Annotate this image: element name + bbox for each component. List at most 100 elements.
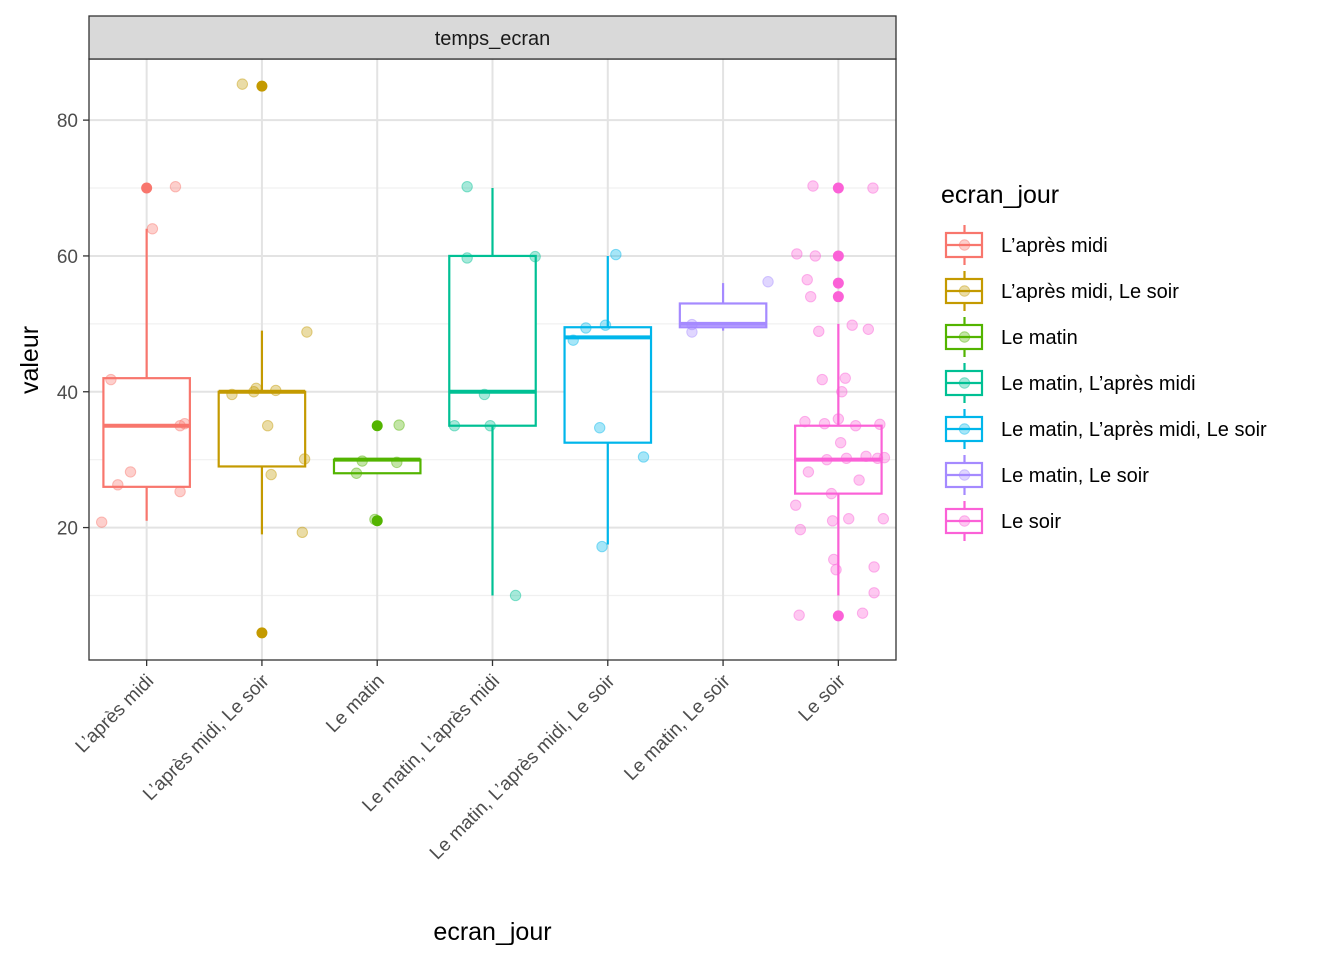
outlier-point — [832, 250, 844, 262]
jitter-point — [484, 420, 496, 432]
legend-label: L’après midi — [1001, 235, 1108, 257]
jitter-point — [836, 386, 848, 398]
x-axis-title: ecran_jour — [433, 918, 551, 946]
box-body — [448, 254, 537, 427]
jitter-point — [877, 513, 890, 525]
jitter-point — [794, 523, 807, 536]
legend-key-point — [958, 423, 971, 435]
box-body — [332, 458, 422, 475]
jitter-point — [236, 78, 249, 90]
outlier-point — [832, 182, 844, 194]
box-1 — [102, 182, 191, 521]
jitter-point — [807, 180, 819, 192]
legend-item: Le matin, Le soir — [944, 455, 1149, 495]
jitter-point — [860, 450, 872, 462]
jitter-point — [871, 452, 884, 465]
box-2 — [217, 80, 307, 639]
jitter-point — [178, 417, 191, 430]
jitter-point — [818, 417, 831, 430]
x-tick-label: L’après midi — [72, 671, 159, 758]
y-tick-label: 40 — [57, 383, 78, 404]
jitter-point — [809, 250, 821, 262]
jitter-point — [350, 467, 363, 479]
jitter-point — [356, 455, 368, 467]
jitter-point — [878, 451, 891, 464]
jitter-point — [637, 451, 650, 463]
jitter-point — [369, 513, 381, 526]
jitter-point — [846, 319, 858, 331]
legend-key-point — [958, 377, 971, 389]
jitter-point — [261, 420, 274, 432]
legend-key-point — [958, 285, 971, 297]
jitter-point — [816, 373, 828, 386]
jitter-point — [461, 252, 473, 264]
legend-label: L’après midi, Le soir — [1001, 281, 1179, 303]
legend-label: Le matin, L’après midi, Le soir — [1001, 419, 1267, 441]
jitter-point — [868, 561, 880, 573]
jitter-point — [105, 373, 117, 386]
legend-item: L’après midi, Le soir — [944, 271, 1179, 311]
x-tick-label: L’après midi, Le soir — [139, 670, 274, 805]
jitter-point — [169, 180, 182, 193]
jitter-point — [791, 248, 803, 260]
legend-item: L’après midi — [944, 225, 1108, 265]
jitter-point — [174, 485, 186, 498]
jitter-point — [529, 250, 541, 263]
jitter-point — [868, 587, 880, 599]
jitter-point — [393, 419, 405, 431]
box-body — [102, 377, 191, 488]
jitter-point — [813, 325, 825, 338]
jitter-point — [832, 413, 845, 425]
jitter-point — [874, 418, 886, 431]
jitter-point — [825, 487, 838, 500]
outlier-point — [832, 610, 844, 622]
box-body — [217, 390, 307, 468]
legend-label: Le matin, L’après midi — [1001, 373, 1196, 395]
jitter-point — [834, 436, 847, 449]
legend-item: Le matin — [944, 317, 1078, 357]
jitter-points-layer — [95, 78, 891, 621]
legend-label: Le matin — [1001, 327, 1078, 349]
facet-strip-label: temps_ecran — [435, 28, 551, 50]
jitter-point — [298, 453, 311, 465]
jitter-point — [509, 589, 522, 602]
jitter-point — [265, 468, 277, 481]
facet-strip — [88, 15, 897, 60]
jitter-point — [594, 422, 606, 434]
jitter-point — [124, 466, 137, 478]
legend-item: Le matin, L’après midi — [944, 363, 1196, 403]
outlier-point — [832, 277, 844, 289]
legend-label: Le matin, Le soir — [1001, 465, 1149, 487]
x-tick-label: Le soir — [795, 670, 851, 726]
jitter-point — [580, 322, 592, 334]
jitter-point — [762, 276, 774, 288]
box-body — [678, 302, 768, 329]
jitter-point — [112, 479, 124, 491]
jitter-point — [686, 318, 698, 331]
jitter-point — [801, 274, 813, 286]
legend: L’après midi L’après midi, Le soir Le mati… — [944, 225, 1267, 541]
jitter-point — [867, 182, 879, 194]
jitter-point — [250, 382, 262, 395]
box-3 — [332, 420, 422, 527]
jitter-point — [804, 290, 817, 303]
jitter-point — [862, 323, 875, 335]
legend-key-point — [958, 469, 971, 481]
y-tick-label: 60 — [57, 247, 78, 268]
legend-key-point — [958, 515, 971, 527]
jitter-point — [461, 180, 473, 193]
jitter-point — [826, 515, 839, 527]
jitter-point — [686, 326, 698, 338]
box-7 — [794, 182, 883, 622]
x-tick-label: Le matin, L’après midi, Le soir — [426, 670, 620, 864]
x-tick-label: Le matin, Le soir — [620, 670, 735, 785]
outlier-point — [256, 80, 268, 92]
outlier-point — [371, 515, 383, 527]
jitter-point — [567, 334, 579, 346]
outlier-point — [141, 182, 153, 194]
jitter-point — [391, 456, 403, 469]
legend-item: Le soir — [944, 501, 1061, 541]
legend-key-point — [958, 239, 971, 251]
